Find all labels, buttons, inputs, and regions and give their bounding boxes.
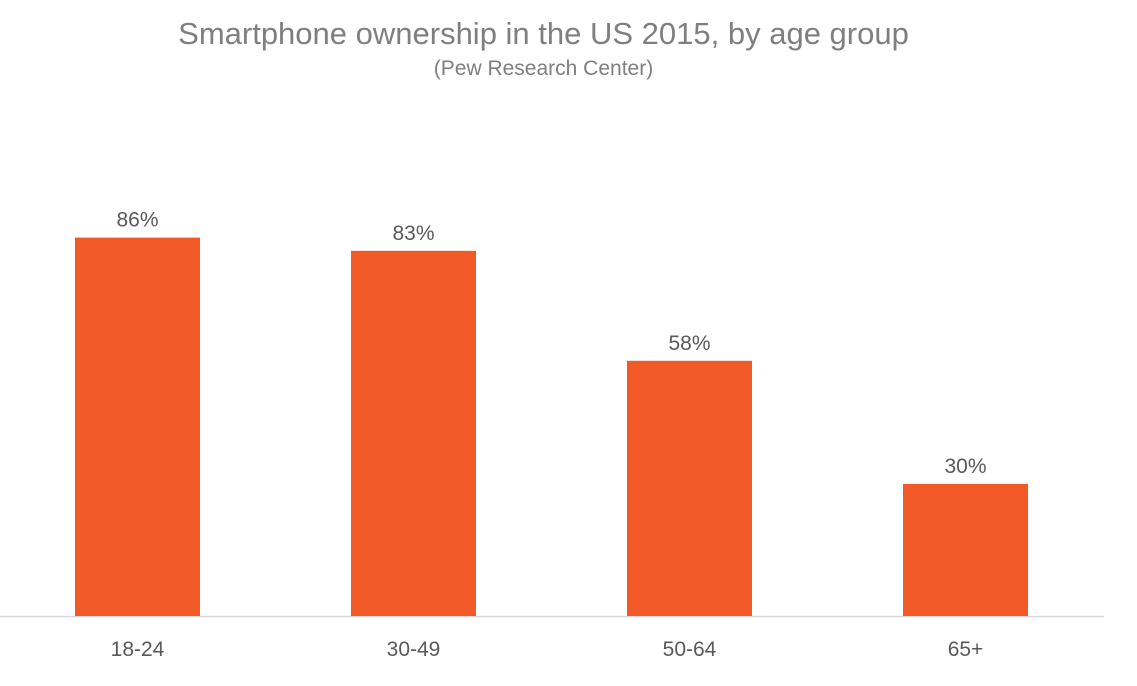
x-tick-label-30-49: 30-49 [387, 638, 441, 661]
x-tick-label-50-64: 50-64 [663, 638, 717, 661]
x-tick-label-65+: 65+ [948, 638, 984, 661]
bar-18-24 [75, 237, 200, 616]
data-label-50-64: 58% [668, 332, 710, 355]
data-label-18-24: 86% [116, 209, 158, 232]
chart-subtitle: (Pew Research Center) [433, 57, 654, 80]
bar-50-64 [627, 360, 752, 616]
data-label-30-49: 83% [392, 222, 434, 245]
bar-30-49 [351, 250, 476, 617]
data-label-65+: 30% [944, 455, 986, 478]
chart-title: Smartphone ownership in the US 2015, by … [178, 16, 909, 51]
bar-65+ [903, 484, 1028, 616]
x-tick-label-18-24: 18-24 [111, 638, 165, 661]
